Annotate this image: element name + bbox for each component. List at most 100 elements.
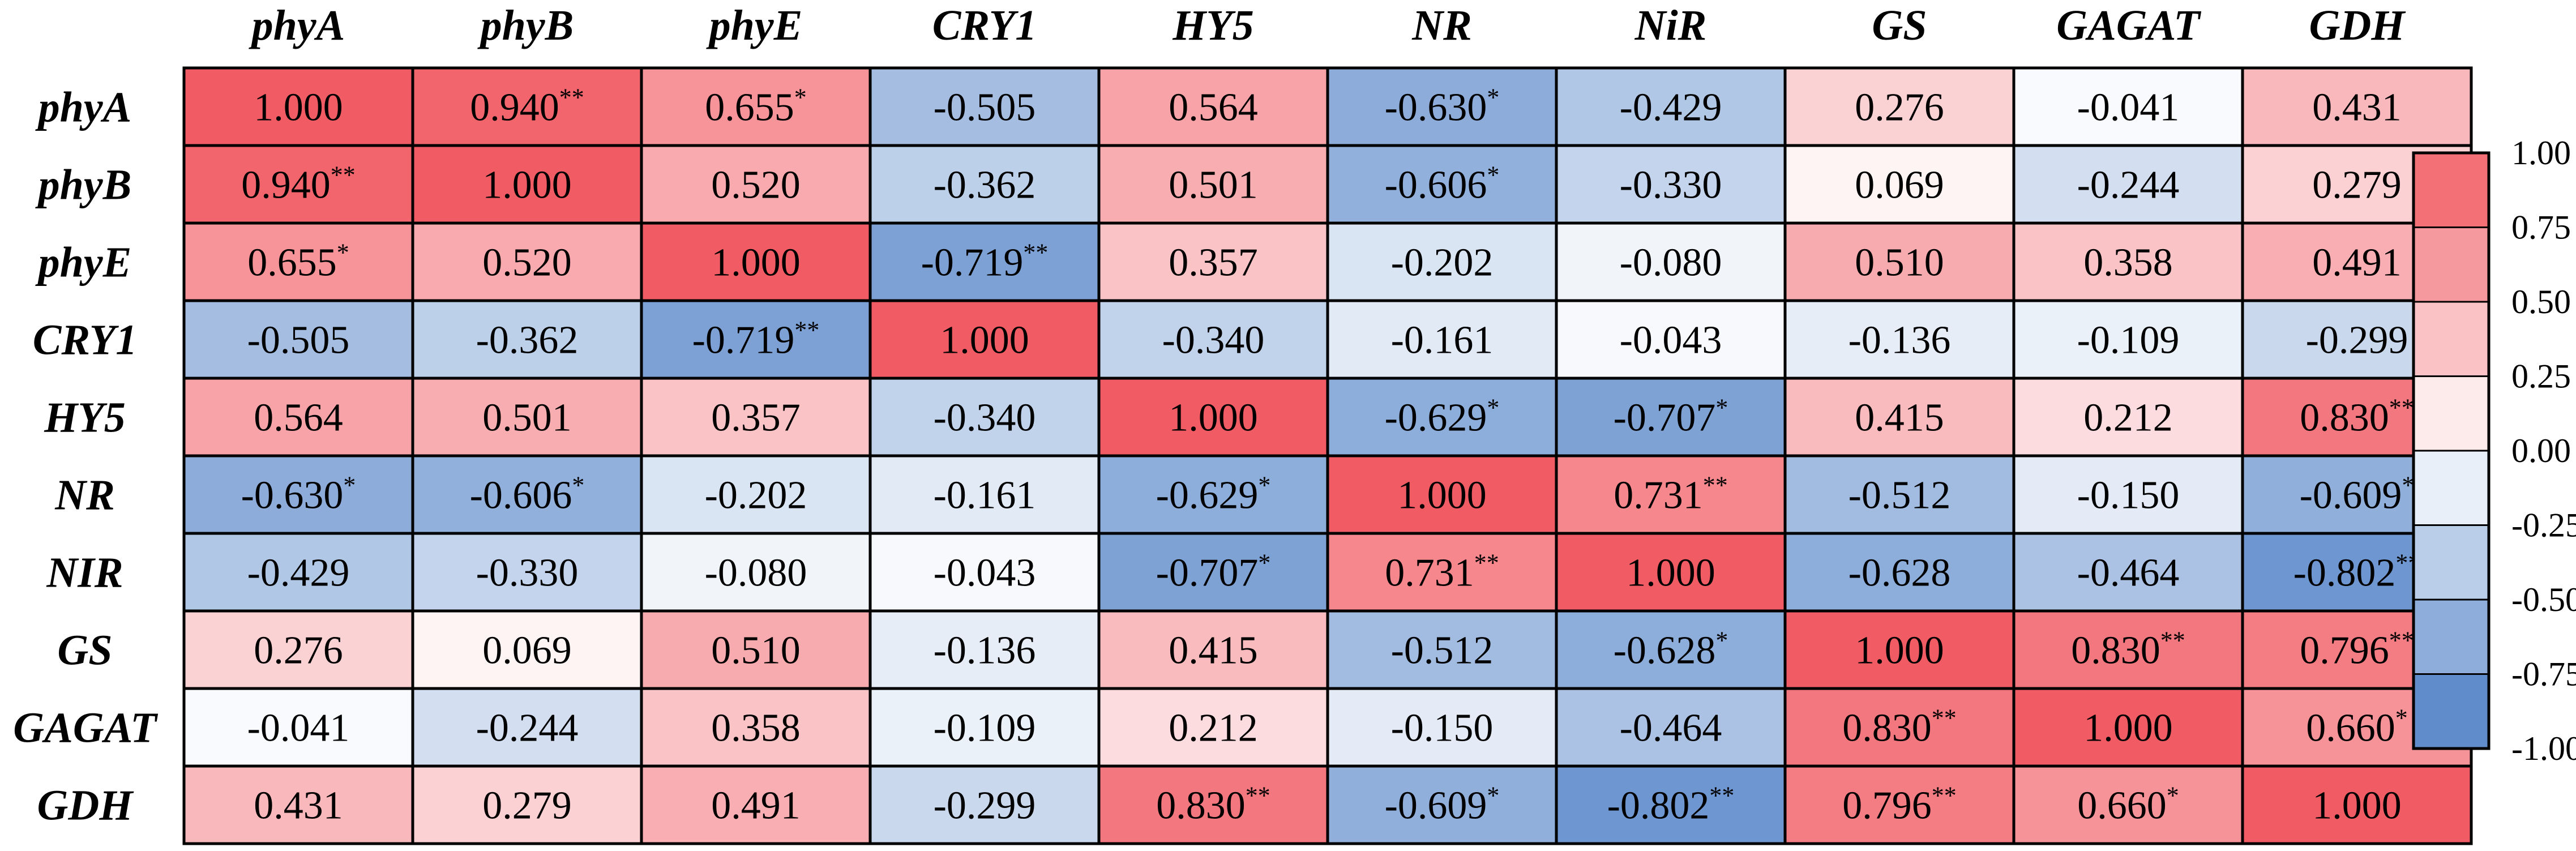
column-header-phya: phyA xyxy=(249,2,345,49)
heatmap-cell xyxy=(1783,764,2016,845)
legend-tick-label: -0.75 xyxy=(2511,656,2576,693)
column-header-gs: GS xyxy=(1872,2,1927,49)
significance-mark: * xyxy=(1487,84,1499,112)
cell-value-label: 1.000 xyxy=(254,86,343,130)
cell-value-label: -0.202 xyxy=(705,474,807,518)
significance-mark: ** xyxy=(559,84,584,112)
column-header-gagat: GAGAT xyxy=(2056,2,2201,49)
cell-value-label: 1.000 xyxy=(940,319,1029,362)
cell-value-label: -0.628* xyxy=(1614,627,1728,673)
heatmap-cell xyxy=(2241,764,2473,845)
heatmap-cell xyxy=(411,454,643,535)
cell-value-label: -0.136 xyxy=(1848,319,1951,362)
cell-value-label: -0.628 xyxy=(1848,551,1951,595)
cell-value-label: 0.491 xyxy=(711,784,801,828)
cell-value-label: 0.069 xyxy=(482,629,572,673)
cell-value-label: 0.660* xyxy=(2306,704,2408,750)
cell-value-label: 0.564 xyxy=(254,396,343,440)
cell-value-label: -0.512 xyxy=(1848,474,1951,518)
cell-value-label: -0.606* xyxy=(470,472,585,518)
significance-mark: * xyxy=(1715,394,1728,422)
cell-value-label: 0.415 xyxy=(1169,629,1258,673)
legend-tick-label: -1.00 xyxy=(2511,730,2576,767)
column-headers: phyA phyB phyE CRY1 HY5 NR NiR GS GAGAT GDH xyxy=(249,2,2407,49)
significance-mark: * xyxy=(1258,549,1270,577)
column-header-phyb: phyB xyxy=(477,2,574,49)
cell-value-label: -0.429 xyxy=(1620,86,1722,130)
significance-mark: ** xyxy=(1709,782,1734,810)
cell-value-label: 0.431 xyxy=(2312,86,2402,130)
heatmap-cell xyxy=(1783,299,2016,380)
heatmap-cell xyxy=(411,66,643,147)
cell-value-label: -0.330 xyxy=(1620,164,1722,207)
heatmap-cell xyxy=(1555,144,1787,225)
heatmap-cell xyxy=(1097,66,1329,147)
significance-mark: ** xyxy=(1246,782,1270,810)
cell-value-label: 1.000 xyxy=(2083,707,2173,750)
legend-swatch xyxy=(2412,673,2490,750)
legend-swatch xyxy=(2412,226,2490,303)
cell-value-label: 0.501 xyxy=(1169,164,1258,207)
cell-value-label: 1.000 xyxy=(2312,784,2402,828)
heatmap-cell xyxy=(1783,144,2016,225)
cell-value-label: -0.629* xyxy=(1385,394,1500,440)
heatmap-cell xyxy=(1555,377,1787,457)
heatmap-cell xyxy=(868,687,1101,768)
cell-value-label: -0.330 xyxy=(476,551,579,595)
heatmap-cell xyxy=(2012,377,2244,457)
cell-value-label: 1.000 xyxy=(1397,474,1487,518)
heatmap-cell xyxy=(1097,221,1329,302)
column-header-hy5: HY5 xyxy=(1172,2,1254,49)
heatmap-cell xyxy=(868,764,1101,845)
significance-mark: * xyxy=(1487,394,1499,422)
legend-tick-label: 0.50 xyxy=(2511,283,2571,320)
heatmap-cell xyxy=(182,454,414,535)
legend-tick-label: 1.00 xyxy=(2511,134,2571,172)
cell-value-label: -0.202 xyxy=(1391,241,1494,285)
row-header-nr: NR xyxy=(54,472,115,519)
cell-value-label: 0.357 xyxy=(1169,241,1258,285)
heatmap-cell xyxy=(182,764,414,845)
cell-value-label: -0.362 xyxy=(476,319,579,362)
row-header-cry1: CRY1 xyxy=(33,317,137,364)
legend-tick-label: 0.25 xyxy=(2511,358,2571,395)
cell-value-label: 0.830** xyxy=(1156,782,1270,828)
cell-value-label: -0.630* xyxy=(1385,84,1500,130)
heatmap-cell xyxy=(1555,66,1787,147)
cell-value-label: -0.707* xyxy=(1156,549,1271,595)
cell-value-label: -0.505 xyxy=(934,86,1036,130)
cell-value-label: 1.000 xyxy=(1626,551,1715,595)
heatmap-cell xyxy=(182,609,414,690)
significance-mark: * xyxy=(1487,782,1499,810)
heatmap-cell xyxy=(2012,454,2244,535)
cell-value-label: -0.630* xyxy=(241,472,356,518)
significance-mark: * xyxy=(2402,472,2414,499)
cell-value-label: 0.276 xyxy=(1855,86,1944,130)
heatmap-cell xyxy=(868,221,1101,302)
column-header-gdh: GDH xyxy=(2309,2,2407,49)
significance-mark: ** xyxy=(331,161,356,189)
heatmap-cell xyxy=(640,377,872,457)
cell-value-label: 1.000 xyxy=(1855,629,1944,673)
row-header-nir: NIR xyxy=(46,549,123,597)
cell-value-label: -0.464 xyxy=(1620,707,1722,750)
cell-value-label: 0.520 xyxy=(482,241,572,285)
cell-value-label: -0.080 xyxy=(705,551,807,595)
significance-mark: ** xyxy=(1023,239,1048,267)
heatmap-cell xyxy=(1783,377,2016,457)
heatmap-cell xyxy=(1097,609,1329,690)
cell-value-label: 0.660* xyxy=(2077,782,2179,828)
heatmap-cell xyxy=(1097,764,1329,845)
cell-value-label: 0.655* xyxy=(705,84,807,130)
heatmap-cell xyxy=(2012,299,2244,380)
cell-value-label: -0.136 xyxy=(934,629,1036,673)
heatmap-cell xyxy=(1326,454,1558,535)
heatmap-cell xyxy=(1326,66,1558,147)
cell-value-label: -0.041 xyxy=(247,707,350,750)
significance-mark: ** xyxy=(2160,627,2185,655)
cell-value-label: 0.491 xyxy=(2312,241,2402,285)
significance-mark: ** xyxy=(1703,472,1728,499)
heatmap-cell xyxy=(1097,532,1329,613)
cell-value-label: -0.043 xyxy=(1620,319,1722,362)
cell-value-label: -0.609* xyxy=(2300,472,2415,518)
